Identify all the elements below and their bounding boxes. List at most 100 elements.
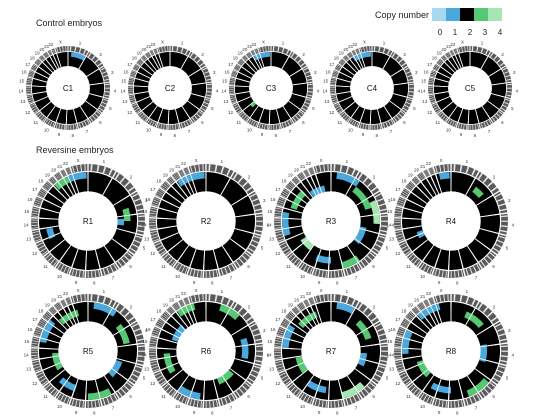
ideogram-band <box>49 50 53 55</box>
ideogram-band <box>494 115 499 120</box>
ideogram-band <box>100 104 106 108</box>
sector-chr-2 <box>383 56 403 77</box>
ideogram-band <box>47 51 51 56</box>
ideogram-band <box>340 60 345 64</box>
ideogram-chr-1 <box>271 46 292 56</box>
ideogram-band <box>299 263 305 270</box>
ideogram-band <box>47 386 53 392</box>
ideogram-band <box>423 170 428 178</box>
sector-divider <box>420 311 434 328</box>
ideogram-band <box>154 242 161 247</box>
ideogram-band <box>281 322 288 327</box>
ideogram-band <box>242 56 247 61</box>
ideogram-band <box>60 264 65 272</box>
sector-chr-X <box>73 301 88 323</box>
sector-divider <box>491 93 506 98</box>
ideogram-band <box>463 124 465 130</box>
chr-label: 5 <box>413 106 416 111</box>
sector-chr-3 <box>113 195 137 217</box>
ideogram-band <box>255 345 263 348</box>
ideogram-band <box>480 260 486 268</box>
ideogram-band <box>395 363 403 367</box>
chr-label: 8 <box>173 133 176 138</box>
chr-label: 18 <box>334 55 340 60</box>
ideogram-band <box>373 46 376 52</box>
ideogram-band <box>245 186 253 192</box>
ideogram-band <box>237 62 242 66</box>
ideogram-band <box>56 263 62 270</box>
ideogram-band <box>323 294 326 302</box>
ideogram-band <box>401 245 408 250</box>
ideogram-band <box>351 298 356 306</box>
ideogram-band <box>129 75 135 78</box>
ideogram-band <box>242 311 249 318</box>
chr-label: 7 <box>488 129 491 134</box>
ideogram-band <box>68 297 72 304</box>
ideogram-band <box>31 345 39 347</box>
sector-divider <box>475 109 480 124</box>
sector-chr-7 <box>73 106 88 123</box>
ideogram-band <box>414 176 420 183</box>
ideogram-chr-3 <box>248 191 263 214</box>
ideogram-band <box>134 65 139 69</box>
ideogram-band <box>149 219 156 221</box>
ideogram-band <box>425 169 429 177</box>
ideogram-band <box>357 172 363 180</box>
ideogram-band <box>276 236 284 239</box>
ideogram-chr-4 <box>136 213 145 235</box>
ideogram-band <box>246 54 250 59</box>
ideogram-band <box>67 167 71 175</box>
ideogram-band <box>128 90 134 92</box>
ideogram-band <box>275 233 283 237</box>
ideogram-band <box>295 115 300 120</box>
chr-label: 12 <box>395 251 401 256</box>
ideogram-band <box>235 107 241 112</box>
chr-label: 16 <box>28 197 34 202</box>
ideogram-band <box>152 331 159 335</box>
ideogram-chr-22 <box>428 297 435 306</box>
sector-divider <box>457 249 464 270</box>
ideogram-chr-2 <box>356 301 380 325</box>
ideogram-band <box>306 299 310 306</box>
ideogram-chr-19 <box>38 55 46 62</box>
ideogram-band <box>97 62 103 67</box>
ideogram-band <box>137 215 145 218</box>
ideogram-band <box>375 373 382 379</box>
sector-divider <box>447 58 458 71</box>
sector-chr-2 <box>102 178 130 206</box>
sector-divider <box>382 55 391 70</box>
sector-divider <box>480 343 501 348</box>
sector-divider <box>161 328 180 339</box>
ideogram-chr-18 <box>160 180 171 192</box>
ideogram-band <box>154 49 157 54</box>
ideogram-band <box>189 166 193 173</box>
ideogram-band <box>149 352 156 354</box>
chr-label: 11 <box>286 394 291 399</box>
ideogram-band <box>231 393 236 401</box>
ideogram-band <box>443 55 447 60</box>
sector-divider <box>85 250 87 271</box>
ideogram-chr-14 <box>30 348 39 360</box>
ideogram-band <box>38 192 45 197</box>
ideogram-chr-1 <box>206 294 234 308</box>
sector-divider <box>405 232 424 241</box>
ideogram-band <box>374 193 382 198</box>
sector-divider <box>422 374 435 392</box>
ideogram-band <box>123 255 130 261</box>
ideogram-chr-4 <box>505 82 512 99</box>
ideogram-band <box>26 83 32 85</box>
sector-chr-3 <box>476 325 500 347</box>
chr-label: 21 <box>146 44 152 49</box>
sector-divider <box>292 82 308 86</box>
ideogram-chr-1 <box>88 294 116 308</box>
ideogram-band <box>247 52 251 58</box>
ideogram-band <box>506 83 512 86</box>
ideogram-band <box>497 239 504 244</box>
ideogram-band <box>430 72 436 75</box>
ideogram-band <box>104 87 110 89</box>
ideogram-chr-2 <box>390 51 408 69</box>
ideogram-band <box>413 177 419 183</box>
ideogram-band <box>363 258 370 265</box>
ideogram-band <box>414 306 420 313</box>
sector-chr-12 <box>34 96 51 111</box>
